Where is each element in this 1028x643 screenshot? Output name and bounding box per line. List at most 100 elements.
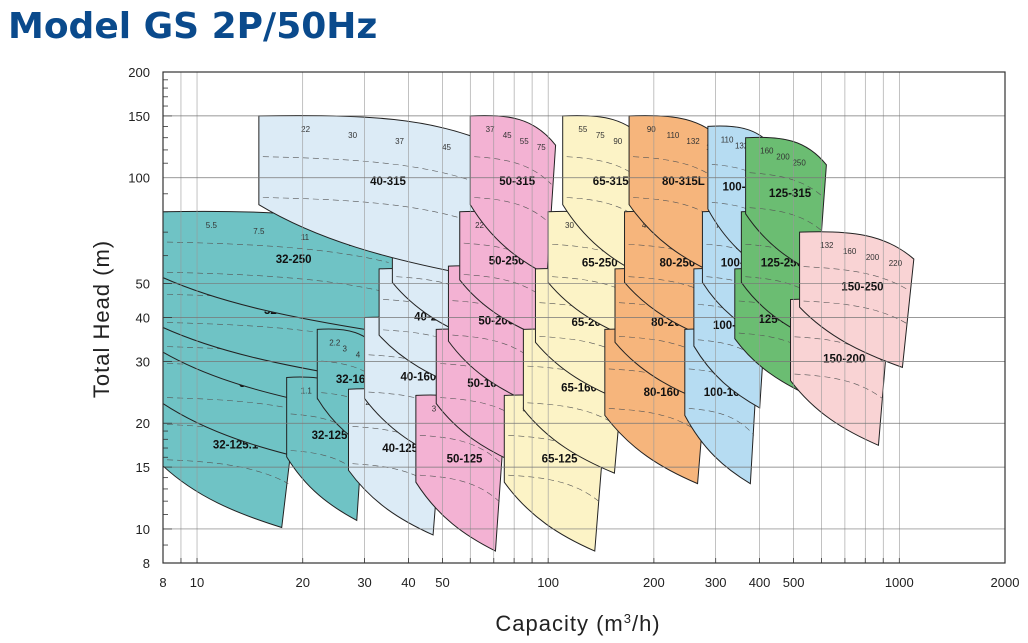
zone-label: 80-250 [660, 258, 696, 270]
zone-label: 50-315 [499, 176, 535, 188]
zones-layer: 0.751.11.52.232-125.11.52.23432-160.1345… [162, 114, 915, 552]
zone-label: 50-250 [489, 256, 525, 268]
kw-label: 160 [760, 147, 774, 156]
x-tick-label: 2000 [991, 575, 1020, 590]
kw-label: 160 [843, 247, 857, 256]
efficiency-curve [508, 474, 600, 503]
zone-label: 32-250 [276, 254, 312, 266]
y-tick-label: 40 [136, 311, 150, 326]
kw-label: 132 [735, 141, 749, 150]
y-axis-label: Total Head (m) [89, 240, 114, 398]
kw-label: 7.5 [253, 227, 265, 236]
kw-label: 45 [442, 143, 451, 152]
y-tick-label: 30 [136, 354, 150, 369]
kw-label: 22 [301, 125, 310, 134]
zone-label: 40-160 [400, 371, 436, 383]
x-tick-label: 8 [159, 575, 166, 590]
kw-label: 37 [395, 137, 404, 146]
kw-label: 75 [537, 143, 546, 152]
zone-label: 150-250 [841, 281, 883, 293]
efficiency-curve [566, 197, 646, 226]
x-tick-label: 400 [749, 575, 771, 590]
kw-label: 90 [647, 125, 656, 134]
zone-150-250 [799, 231, 915, 369]
efficiency-curve [749, 172, 823, 197]
y-tick-label: 150 [128, 109, 150, 124]
efficiency-curve [262, 156, 483, 185]
kw-label: 110 [667, 131, 680, 140]
x-tick-label: 300 [705, 575, 727, 590]
kw-label: 5.5 [206, 221, 218, 230]
kw-label: 200 [776, 153, 790, 162]
zone-label: 80-160 [644, 387, 680, 399]
efficiency-curve [527, 402, 620, 428]
zone-label: 32-160 [336, 374, 372, 386]
kw-label: 200 [866, 253, 880, 262]
y-tick-label: 10 [136, 522, 150, 537]
zone-label: 65-315 [593, 176, 629, 188]
efficiency-curve [321, 360, 381, 383]
kw-label: 37 [486, 125, 495, 134]
y-tick-label: 100 [128, 171, 150, 186]
zone-label: 40-125 [382, 443, 418, 455]
kw-label: 22 [475, 221, 484, 230]
efficiency-curve [794, 373, 884, 400]
kw-label: 250 [792, 159, 806, 168]
kw-label: 3 [342, 344, 347, 353]
zone-label: 40-315 [370, 176, 406, 188]
y-tick-label: 50 [136, 276, 150, 291]
x-tick-label: 500 [783, 575, 805, 590]
kw-label: 1.1 [301, 386, 313, 395]
x-tick-label: 1000 [885, 575, 914, 590]
x-tick-label: 30 [357, 575, 371, 590]
efficiency-curve [474, 197, 552, 226]
efficiency-curve [608, 408, 703, 436]
efficiency-curve [803, 300, 909, 325]
efficiency-curve [633, 156, 724, 185]
efficiency-curve [749, 207, 823, 232]
kw-label: 55 [578, 125, 587, 134]
grid-layer [162, 71, 1006, 564]
kw-label: 55 [520, 137, 529, 146]
kw-label: 30 [565, 221, 574, 230]
efficiency-curve [262, 197, 483, 226]
kw-label: 90 [613, 137, 622, 146]
kw-label: 220 [889, 259, 903, 268]
efficiency-curve [803, 266, 909, 291]
zone-label: 150-200 [823, 353, 865, 365]
efficiency-curve [688, 408, 755, 436]
zone-label: 65-125 [542, 454, 578, 466]
x-tick-label: 10 [190, 575, 204, 590]
zone-label: 125-315 [769, 188, 812, 200]
kw-label: 110 [721, 135, 734, 144]
efficiency-curve [166, 459, 289, 484]
efficiency-curve [419, 474, 501, 503]
kw-label: 132 [820, 241, 834, 250]
x-tick-label: 40 [401, 575, 415, 590]
kw-label: 30 [348, 131, 357, 140]
kw-label: 4 [356, 350, 361, 359]
axes-layer: 8 10 20 30 40 50 100 200 300 400 500 1000 2000 8 10 15 2… [128, 65, 1019, 590]
x-tick-label: 200 [643, 575, 665, 590]
x-tick-label: 20 [295, 575, 309, 590]
efficiency-curve [440, 397, 521, 421]
efficiency-curve [166, 241, 389, 263]
efficiency-curve [419, 435, 501, 463]
chart-title: Model GS 2P/50Hz [8, 6, 378, 47]
kw-label: 75 [596, 131, 605, 140]
zone-label: 50-125 [447, 454, 483, 466]
zone-label: 65-250 [582, 258, 618, 270]
kw-label: 45 [503, 131, 512, 140]
zone-label: 80-315L [662, 176, 705, 188]
y-tick-label: 200 [128, 65, 150, 80]
x-tick-label: 50 [435, 575, 449, 590]
efficiency-curve [474, 156, 552, 185]
efficiency-curve [463, 274, 541, 296]
zone-label: 32-125 [312, 430, 348, 442]
y-tick-label: 8 [143, 556, 150, 571]
kw-label: 3 [432, 404, 437, 413]
y-tick-label: 20 [136, 416, 150, 431]
kw-label: 132 [686, 137, 700, 146]
kw-label: 11 [301, 233, 310, 242]
y-tick-label: 15 [136, 460, 150, 475]
